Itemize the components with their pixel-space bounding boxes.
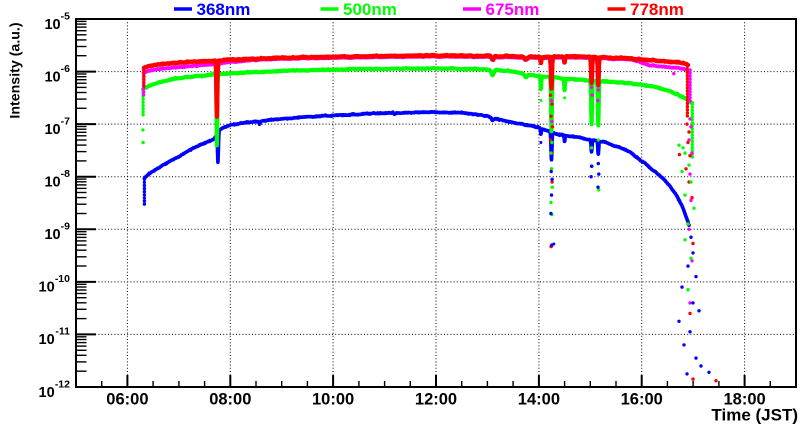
svg-text:10: 10 — [39, 280, 55, 296]
svg-text:10: 10 — [44, 69, 60, 85]
svg-text:675nm: 675nm — [486, 0, 540, 19]
svg-text:-9: -9 — [61, 221, 70, 233]
svg-text:-5: -5 — [61, 10, 70, 22]
svg-text:-11: -11 — [55, 326, 70, 338]
svg-text:10: 10 — [39, 385, 55, 401]
svg-text:368nm: 368nm — [197, 0, 251, 19]
svg-text:16:00: 16:00 — [621, 390, 663, 408]
svg-text:06:00: 06:00 — [106, 390, 148, 408]
svg-text:10: 10 — [44, 122, 60, 138]
svg-text:-6: -6 — [61, 63, 70, 75]
svg-text:-8: -8 — [61, 168, 70, 180]
svg-text:08:00: 08:00 — [209, 390, 251, 408]
svg-text:18:00: 18:00 — [723, 390, 765, 408]
svg-text:10: 10 — [39, 332, 55, 348]
svg-text:10: 10 — [44, 17, 60, 33]
svg-text:-10: -10 — [55, 273, 70, 285]
svg-text:10: 10 — [44, 227, 60, 243]
svg-text:14:00: 14:00 — [518, 390, 560, 408]
svg-text:10: 10 — [44, 175, 60, 191]
svg-text:12:00: 12:00 — [415, 390, 457, 408]
svg-text:-7: -7 — [61, 115, 70, 127]
svg-text:Intensity (a.u.): Intensity (a.u.) — [7, 22, 23, 118]
svg-text:500nm: 500nm — [343, 0, 397, 19]
svg-text:778nm: 778nm — [630, 0, 684, 19]
svg-text:Time (JST): Time (JST) — [711, 406, 798, 425]
svg-text:-12: -12 — [55, 378, 70, 390]
svg-text:10:00: 10:00 — [312, 390, 354, 408]
